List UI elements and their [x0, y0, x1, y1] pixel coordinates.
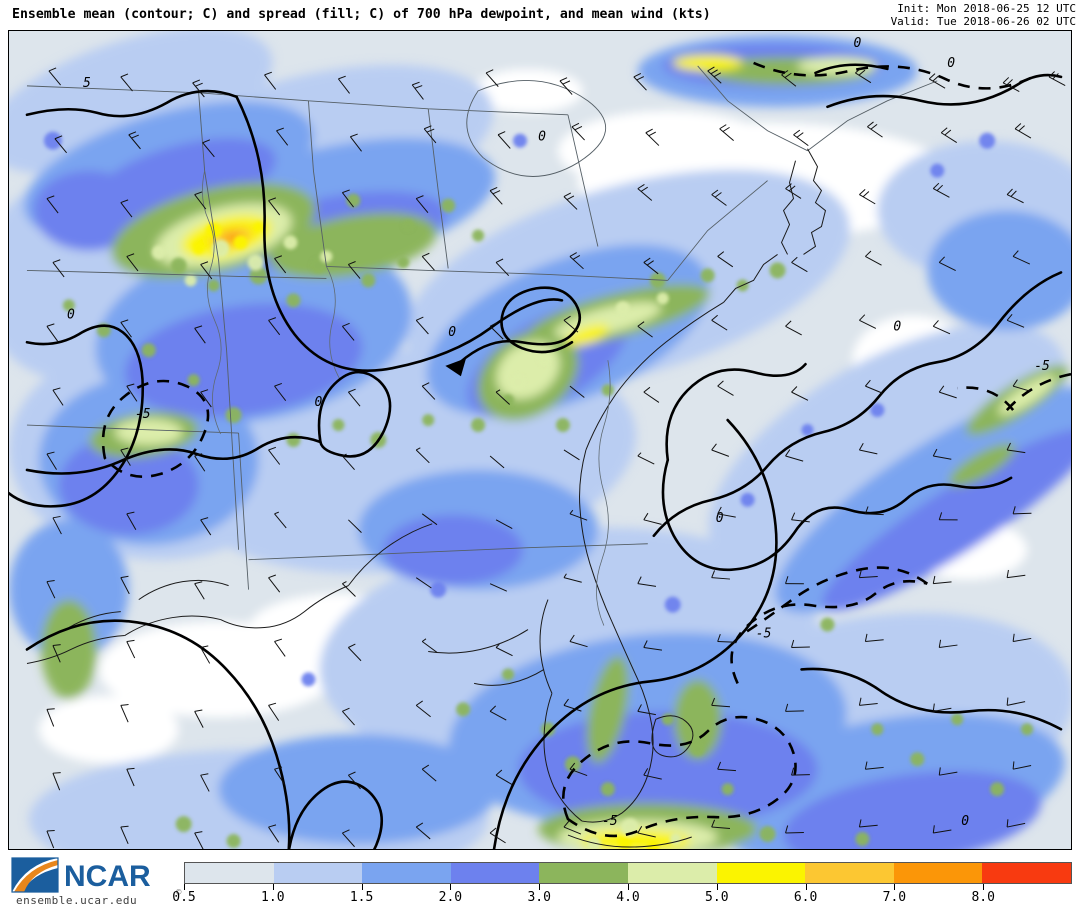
copyright-icon: © — [176, 888, 182, 898]
contour-label: -5 — [135, 407, 151, 422]
colorbar-segment[interactable] — [362, 863, 451, 883]
colorbar-tick — [539, 884, 541, 890]
colorbar-tick — [805, 884, 807, 890]
mean-contour-lines-solid — [9, 63, 1063, 849]
colorbar-segment[interactable] — [450, 863, 540, 883]
colorbar[interactable]: 0.5 1.0 1.5 2.0 3.0 4.0 5.0 6.0 7.0 8.0 — [172, 862, 1072, 910]
forecast-time-block: Init: Mon 2018-06-25 12 UTC Valid: Tue 2… — [891, 2, 1076, 28]
colorbar-tick — [983, 884, 985, 890]
contour-label: 0 — [893, 319, 901, 334]
colorbar-tick — [184, 884, 185, 890]
colorbar-segment[interactable] — [539, 863, 628, 883]
contour-label: 0 — [448, 325, 456, 340]
colorbar-segment[interactable] — [273, 863, 363, 883]
contour-label: -5 — [1034, 359, 1050, 374]
colorbar-tick — [716, 884, 718, 890]
colorbar-tick — [450, 884, 452, 890]
contour-label: 0 — [67, 307, 75, 322]
colorbar-segment[interactable] — [627, 863, 717, 883]
contour-label: 5 — [83, 76, 91, 91]
colorbar-segment[interactable] — [893, 863, 983, 883]
spread-fill-speckle — [43, 131, 1034, 849]
colorbar-tick-label: 6.0 — [793, 890, 818, 905]
colorbar-segment[interactable] — [185, 863, 274, 883]
contour-label: -5 — [756, 627, 772, 642]
ncar-url-label[interactable]: ensemble.ucar.edu — [16, 894, 138, 907]
contour-label: 0 — [538, 130, 546, 145]
init-time-label: Init: Mon 2018-06-25 12 UTC — [897, 2, 1076, 15]
map-panel[interactable]: 5 0 -5 0 0 0 0 0 0 0 -5 -5 -5 0 — [8, 30, 1072, 850]
mean-contour-lines-dashed — [101, 61, 1071, 838]
page-title: Ensemble mean (contour; C) and spread (f… — [12, 7, 711, 22]
colorbar-tick-label: 1.0 — [261, 890, 285, 905]
contour-labels: 5 0 -5 0 0 0 0 0 0 0 -5 -5 -5 0 — [67, 36, 1050, 829]
contour-label: -5 — [602, 814, 618, 829]
colorbar-tick-labels: 0.5 1.0 1.5 2.0 3.0 4.0 5.0 6.0 7.0 8.0 — [172, 890, 1072, 910]
colorbar-strip[interactable] — [184, 862, 1072, 884]
colorbar-tick-label: 4.0 — [616, 890, 640, 905]
colorbar-tick — [361, 884, 363, 890]
colorbar-segment[interactable] — [805, 863, 894, 883]
colorbar-tick-label: 5.0 — [705, 890, 729, 905]
colorbar-tick-label: 3.0 — [527, 890, 551, 905]
ncar-wordmark: NCAR — [64, 860, 151, 893]
geography-boundaries — [26, 65, 938, 590]
colorbar-tick-label: 2.0 — [438, 890, 463, 905]
colorbar-tick-label: 8.0 — [971, 890, 995, 905]
contour-label: 0 — [716, 511, 724, 526]
colorbar-segment[interactable] — [716, 863, 806, 883]
colorbar-tick-label: 7.0 — [882, 890, 907, 905]
contour-label: 0 — [961, 814, 969, 829]
contour-label: 0 — [315, 395, 323, 410]
colorbar-segment[interactable] — [982, 863, 1071, 883]
header: Ensemble mean (contour; C) and spread (f… — [0, 0, 1080, 30]
colorbar-tick — [894, 884, 896, 890]
colorbar-tick-label: 0.5 — [172, 890, 196, 905]
ncar-logo-mark: NCAR — [11, 857, 151, 893]
footer: NCAR ensemble.ucar.edu © 0.5 1.0 1.5 2.0 3.0… — [0, 852, 1080, 915]
colorbar-tick-label: 1.5 — [349, 890, 374, 905]
ncar-logo[interactable]: NCAR ensemble.ucar.edu — [6, 854, 174, 912]
colorbar-ticks — [184, 884, 1072, 891]
map-canvas[interactable]: 5 0 -5 0 0 0 0 0 0 0 -5 -5 -5 0 — [9, 31, 1071, 849]
contour-label: 0 — [853, 36, 861, 51]
colorbar-tick — [272, 884, 274, 890]
valid-time-label: Valid: Tue 2018-06-26 02 UTC — [890, 15, 1076, 28]
contour-label: 0 — [947, 56, 955, 71]
colorbar-tick — [628, 884, 629, 890]
coastline — [26, 148, 827, 848]
